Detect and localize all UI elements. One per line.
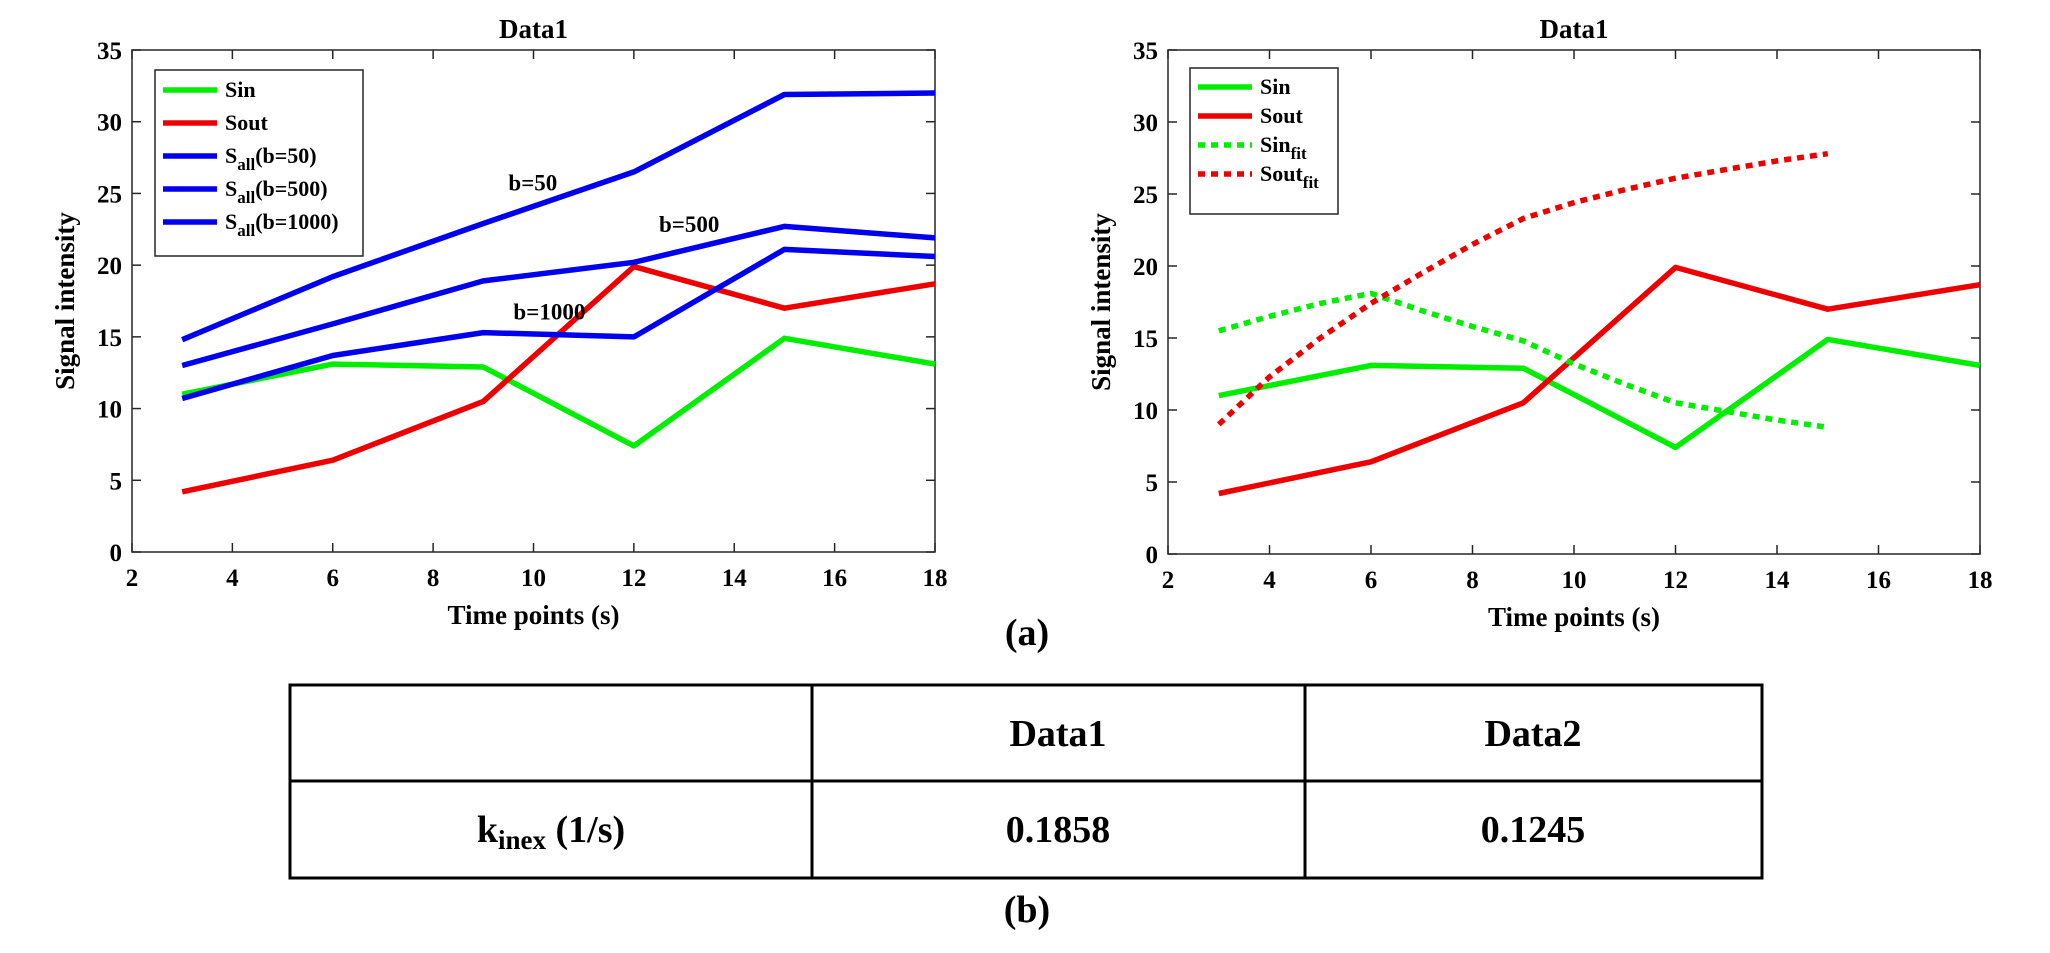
right-x-tick-label: 6 bbox=[1365, 567, 1378, 594]
table-header-data1: Data1 bbox=[1009, 713, 1106, 755]
left-annotation: b=50 bbox=[508, 171, 557, 196]
table-value-data1: 0.1858 bbox=[1006, 809, 1111, 851]
left-legend-entry: Sall(b=50) bbox=[225, 143, 317, 174]
table-row-label: kinex (1/s) bbox=[477, 809, 625, 855]
left-series-line-sall-b-50- bbox=[181, 90, 936, 343]
left-x-tick-label: 6 bbox=[327, 565, 340, 592]
right-x-tick-label: 10 bbox=[1562, 567, 1587, 594]
left-x-tick-label: 16 bbox=[822, 565, 847, 592]
right-y-tick-label: 0 bbox=[1146, 542, 1159, 569]
right-legend-entry: Soutfit bbox=[1260, 161, 1319, 192]
left-series-line-sall-b-1000- bbox=[181, 246, 936, 402]
left-series-line-sin bbox=[181, 335, 936, 449]
left-y-tick-label: 30 bbox=[97, 110, 122, 137]
right-legend-box bbox=[1189, 67, 1339, 215]
right-legend-entry: Sout bbox=[1260, 103, 1303, 128]
left-x-tick-label: 2 bbox=[126, 565, 139, 592]
right-y-tick-label: 20 bbox=[1133, 254, 1158, 281]
right-series-line-sout bbox=[1218, 264, 1981, 497]
left-y-tick-label: 35 bbox=[97, 38, 122, 65]
right-y-tick-label: 25 bbox=[1133, 182, 1158, 209]
right-series-line-sin bbox=[1218, 336, 1981, 451]
left-x-axis-label: Time points (s) bbox=[447, 600, 619, 630]
chart-right: 2 4 6 8 10 12 14 16 18 0 5 10 15 20 25 30 35 Data1 Time po… bbox=[1086, 14, 1993, 632]
left-x-tick-label: 12 bbox=[621, 565, 646, 592]
left-x-tick-label: 10 bbox=[521, 565, 546, 592]
left-y-tick-label: 15 bbox=[97, 325, 122, 352]
left-y-tick-label: 25 bbox=[97, 181, 122, 208]
left-legend-entry: Sout bbox=[225, 110, 268, 135]
left-y-tick-label: 5 bbox=[110, 468, 123, 495]
left-legend-box bbox=[154, 69, 364, 257]
right-x-tick-label: 2 bbox=[1162, 567, 1175, 594]
right-series-line-soutfit bbox=[1216, 150, 1829, 427]
right-x-tick-label: 4 bbox=[1263, 567, 1276, 594]
left-legend-entry: Sall(b=500) bbox=[225, 176, 328, 207]
right-y-tick-label: 30 bbox=[1133, 110, 1158, 137]
right-x-tick-label: 14 bbox=[1765, 567, 1791, 594]
table-value-data2: 0.1245 bbox=[1481, 809, 1586, 851]
left-x-tick-label: 8 bbox=[427, 565, 440, 592]
left-x-tick-label: 4 bbox=[226, 565, 239, 592]
left-legend-entry: Sall(b=1000) bbox=[225, 209, 339, 240]
left-y-tick-label: 10 bbox=[97, 397, 122, 424]
right-y-tick-label: 10 bbox=[1133, 398, 1158, 425]
right-y-tick-label: 15 bbox=[1133, 326, 1158, 353]
right-legend-entry: Sin bbox=[1260, 74, 1291, 99]
right-x-axis-label: Time points (s) bbox=[1488, 602, 1660, 632]
right-x-tick-label: 18 bbox=[1968, 567, 1993, 594]
left-annotation: b=1000 bbox=[513, 300, 585, 325]
right-series-line-sinfit bbox=[1218, 290, 1829, 431]
left-series-line-sall-b-500- bbox=[181, 223, 936, 369]
right-x-tick-label: 12 bbox=[1663, 567, 1688, 594]
left-annotation: b=500 bbox=[659, 212, 719, 237]
table-header-data2: Data2 bbox=[1484, 713, 1581, 755]
panel-label-a: (a) bbox=[1005, 612, 1049, 654]
right-legend-entry: Sinfit bbox=[1260, 132, 1307, 163]
right-chart-title: Data1 bbox=[1540, 14, 1609, 44]
left-y-tick-label: 0 bbox=[110, 540, 123, 567]
chart-left: 2 4 6 8 10 12 14 16 18 0 5 10 15 20 25 30 35 Data1 Time po… bbox=[50, 14, 948, 630]
results-table: Data1 Data2 kinex (1/s) 0.1858 0.1245 bbox=[288, 683, 1764, 880]
right-x-tick-label: 16 bbox=[1866, 567, 1891, 594]
row-label-main: k bbox=[477, 809, 499, 851]
panel-label-b: (b) bbox=[1004, 889, 1050, 931]
right-y-axis-label: Signal intensity bbox=[1086, 213, 1116, 391]
left-y-axis-label: Signal intensity bbox=[50, 212, 80, 390]
left-x-tick-label: 14 bbox=[722, 565, 748, 592]
right-y-tick-label: 5 bbox=[1146, 470, 1159, 497]
row-label-sub: inex bbox=[498, 825, 547, 855]
row-label-tail: (1/s) bbox=[546, 809, 625, 851]
left-legend-entry: Sin bbox=[225, 77, 256, 102]
right-y-tick-label: 35 bbox=[1133, 38, 1158, 65]
left-y-tick-label: 20 bbox=[97, 253, 122, 280]
left-chart-title: Data1 bbox=[499, 14, 568, 44]
left-x-tick-label: 18 bbox=[923, 565, 948, 592]
right-x-tick-label: 8 bbox=[1466, 567, 1479, 594]
